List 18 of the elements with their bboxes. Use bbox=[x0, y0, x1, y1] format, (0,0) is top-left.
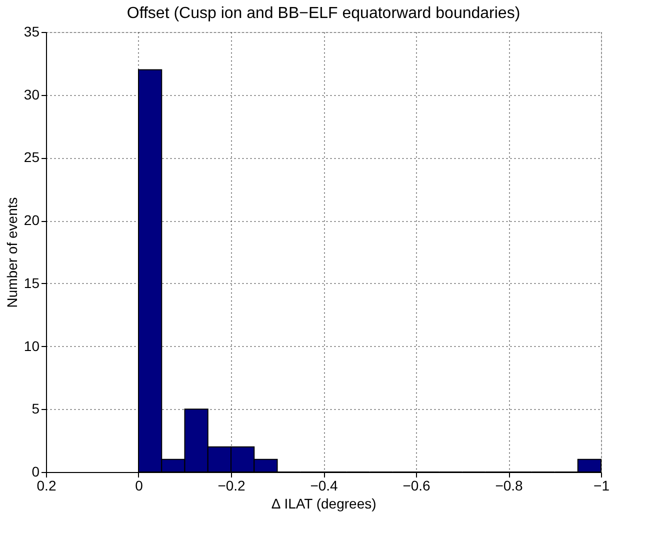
y-tick-label: 15 bbox=[24, 274, 40, 291]
y-axis-title: Number of events bbox=[4, 197, 20, 308]
x-tick-label: −1 bbox=[594, 478, 610, 494]
y-tick-label: 5 bbox=[32, 400, 40, 417]
x-tick-label: −0.6 bbox=[402, 478, 431, 494]
y-tick-label: 25 bbox=[24, 149, 40, 166]
y-tick-label: 0 bbox=[32, 464, 40, 480]
x-tick-label: 0.2 bbox=[36, 478, 56, 494]
y-tick-label: 35 bbox=[24, 24, 40, 40]
x-axis-title: ∆ ILAT (degrees) bbox=[272, 496, 376, 512]
y-tick-label: 20 bbox=[24, 212, 40, 228]
chart-title: Offset (Cusp ion and BB−ELF equatorward boundaries) bbox=[126, 5, 520, 22]
x-tick-label: −0.8 bbox=[495, 478, 524, 494]
x-tick-label: 0 bbox=[135, 478, 144, 494]
y-tick-label: 10 bbox=[24, 338, 40, 354]
x-tick-label: −0.4 bbox=[310, 478, 338, 494]
y-tick-label: 30 bbox=[24, 86, 40, 102]
x-tick-label: −0.2 bbox=[218, 478, 246, 494]
